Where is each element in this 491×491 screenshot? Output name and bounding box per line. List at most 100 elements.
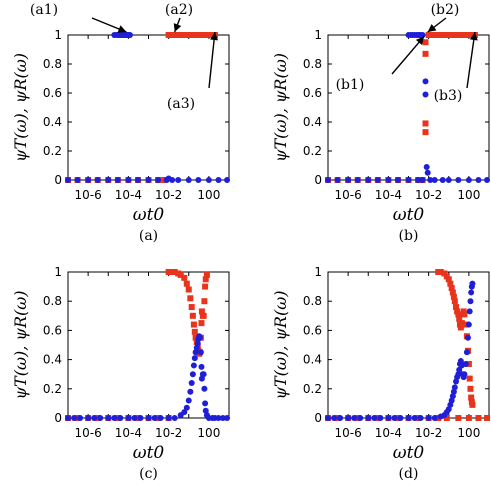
data-point-circle xyxy=(331,415,338,421)
data-point-circle xyxy=(155,177,162,183)
y-tick-label: 0.2 xyxy=(43,382,62,396)
data-point-circle xyxy=(427,177,434,183)
data-point-circle xyxy=(351,415,358,421)
y-tick-label: 0 xyxy=(54,173,62,187)
data-point-square xyxy=(425,32,432,38)
data-point-circle xyxy=(431,177,438,183)
data-point-circle xyxy=(385,177,392,183)
y-tick-label: 0 xyxy=(314,173,322,187)
x-tick-label: 10-6 xyxy=(75,188,102,202)
data-point-square xyxy=(451,32,458,38)
data-point-circle xyxy=(224,415,231,421)
data-point-circle xyxy=(201,385,208,392)
annotation-arrowhead xyxy=(210,32,219,41)
data-point-square xyxy=(462,321,469,328)
data-point-square xyxy=(203,271,210,278)
data-point-circle xyxy=(394,177,401,183)
panel-a: 0 0.2 0.4 0.6 0.8 1 10-6 10-4 10-2 100 ωt0 ψT(ω), ψ… xyxy=(11,2,231,244)
data-point-circle xyxy=(185,177,192,183)
data-point-square xyxy=(195,32,202,38)
data-point-square xyxy=(171,269,178,275)
data-point-circle xyxy=(137,415,144,421)
data-point-square xyxy=(447,280,454,287)
y-tick-label: 0.6 xyxy=(43,323,62,337)
data-point-circle xyxy=(337,415,344,421)
annotation-label: (b2) xyxy=(431,2,460,18)
data-layer xyxy=(325,269,491,421)
data-point-square xyxy=(455,32,462,38)
data-point-circle xyxy=(484,177,491,183)
panel-b: 0 0.2 0.4 0.6 0.8 1 10-6 10-4 10-2 100 ωt0 ψT(ω), ψ… xyxy=(271,2,491,244)
panel-caption: (b) xyxy=(399,228,419,244)
data-point-square xyxy=(188,304,195,311)
panel-caption: (d) xyxy=(399,466,419,482)
annotation-label: (a2) xyxy=(165,2,193,18)
data-point-square xyxy=(466,375,473,382)
x-tick-label: 10-2 xyxy=(415,188,442,202)
data-point-circle xyxy=(465,177,472,183)
data-point-circle xyxy=(171,415,178,421)
data-point-circle xyxy=(468,289,475,296)
data-point-square xyxy=(442,32,449,38)
data-point-circle xyxy=(65,177,71,183)
data-point-circle xyxy=(464,334,471,341)
data-point-circle xyxy=(85,415,92,421)
y-tick-label: 0.8 xyxy=(303,294,322,308)
data-point-circle xyxy=(200,371,207,378)
x-tick-label: 100 xyxy=(197,426,220,440)
x-tick-label: 10-2 xyxy=(415,426,442,440)
data-layer xyxy=(325,32,491,183)
data-point-circle xyxy=(145,177,152,183)
data-point-circle xyxy=(425,415,432,421)
annotation-arrowhead xyxy=(469,32,478,41)
data-point-square xyxy=(201,298,208,305)
data-point-circle xyxy=(325,415,331,421)
data-point-square xyxy=(190,321,197,328)
annotation-label: (b1) xyxy=(336,77,365,93)
data-point-circle xyxy=(131,415,138,421)
data-point-square xyxy=(185,32,192,38)
y-tick-label: 1 xyxy=(314,28,322,42)
data-point-circle xyxy=(461,371,468,378)
data-point-square xyxy=(422,120,429,127)
y-tick-label: 0.6 xyxy=(43,86,62,100)
annotation-arrowhead xyxy=(117,25,127,33)
data-point-square xyxy=(445,32,452,38)
data-point-square xyxy=(202,283,209,290)
data-point-square xyxy=(449,289,456,296)
data-point-circle xyxy=(374,177,381,183)
y-tick-label: 0.2 xyxy=(43,144,62,158)
data-point-square xyxy=(451,298,458,305)
data-point-circle xyxy=(195,177,202,183)
annotation-label: (a3) xyxy=(167,96,195,112)
data-point-circle xyxy=(134,177,141,183)
data-point-circle xyxy=(188,379,195,386)
data-point-square xyxy=(185,286,192,293)
data-point-square xyxy=(205,32,212,38)
data-point-circle xyxy=(431,415,438,421)
annotation-arrow xyxy=(208,31,216,89)
x-tick-label: 10-2 xyxy=(155,426,182,440)
data-point-square xyxy=(443,415,450,421)
data-point-circle xyxy=(125,415,132,421)
x-tick-label: 10-4 xyxy=(115,426,142,440)
x-tick-label: 10-4 xyxy=(375,188,402,202)
data-point-circle xyxy=(405,177,412,183)
data-point-circle xyxy=(126,32,133,38)
data-point-circle xyxy=(111,415,118,421)
x-tick-label: 10-4 xyxy=(115,188,142,202)
data-point-circle xyxy=(185,397,192,404)
x-tick-label: 100 xyxy=(457,426,480,440)
data-point-circle xyxy=(105,177,112,183)
data-point-circle xyxy=(157,415,164,421)
x-tick-label: 100 xyxy=(197,188,220,202)
data-point-square xyxy=(191,32,198,38)
data-point-circle xyxy=(97,415,104,421)
data-point-square xyxy=(458,320,465,327)
data-point-square xyxy=(465,360,472,367)
data-point-circle xyxy=(175,177,182,183)
data-point-square xyxy=(183,280,190,287)
data-point-circle xyxy=(455,177,462,183)
y-tick-label: 1 xyxy=(54,28,62,42)
